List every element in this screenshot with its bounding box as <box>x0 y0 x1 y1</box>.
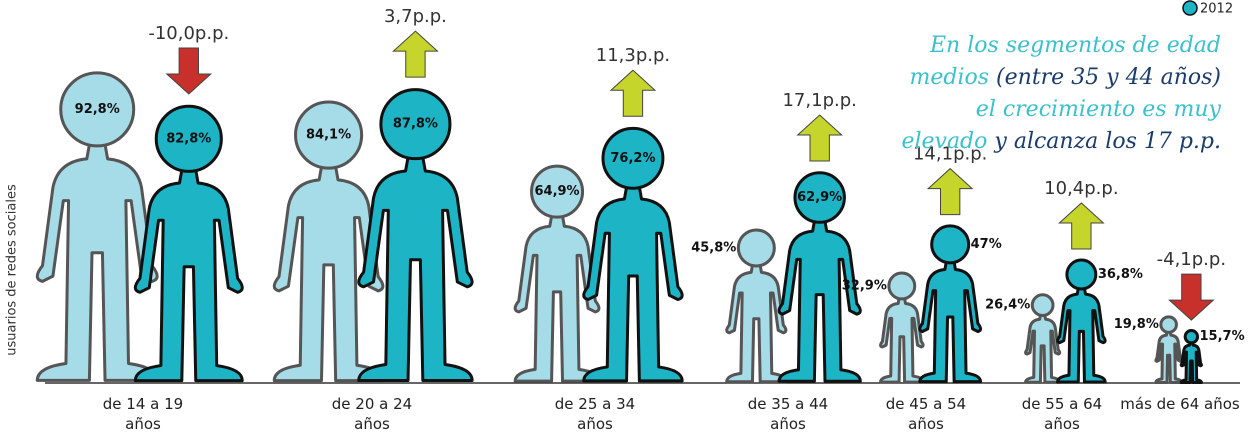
annotation-part: y <box>994 129 1007 154</box>
x-tick-label: de 14 a 19 años <box>102 395 184 433</box>
legend-label: 2012 <box>1200 2 1233 17</box>
x-tick-label: de 45 a 54 años <box>885 395 967 433</box>
person-body <box>1026 315 1060 382</box>
value-label: 36,8% <box>1098 267 1143 282</box>
person-body <box>881 298 924 382</box>
legend-swatch <box>1182 0 1198 16</box>
change-label: 14,1p.p. <box>913 144 987 165</box>
person-body <box>515 216 599 381</box>
person-figure <box>359 90 472 381</box>
person-body <box>1181 343 1201 383</box>
change-label: 10,4p.p. <box>1044 178 1118 199</box>
x-tick-label: más de 64 años <box>1120 395 1240 413</box>
person-head <box>889 273 915 299</box>
annotation-part: alcanza los 17 p.p. <box>1013 129 1221 154</box>
person-head <box>932 226 969 263</box>
person-head <box>1032 295 1053 316</box>
annotation: En los segmentos de edad medios (entre 3… <box>891 30 1221 158</box>
annotation-part: el crecimiento es muy elevado <box>901 97 1221 154</box>
person-head <box>1067 260 1096 289</box>
person-head <box>381 90 450 159</box>
value-label: 87,8% <box>393 117 438 132</box>
annotation-part: (entre 35 y 44 años) <box>996 65 1221 90</box>
person-head <box>61 73 134 146</box>
value-label: 62,9% <box>797 190 842 205</box>
x-tick-label: de 20 a 24 años <box>331 395 413 433</box>
annotation-part: En los segmentos de edad medios <box>909 33 1222 90</box>
value-label: 32,9% <box>842 278 887 293</box>
change-label: 11,3p.p. <box>596 45 670 66</box>
person-head <box>1161 317 1177 333</box>
person-figure <box>779 173 860 381</box>
person-figure <box>1156 317 1182 383</box>
value-label: 64,9% <box>534 184 579 199</box>
person-head <box>738 230 774 266</box>
person-figure <box>920 226 981 382</box>
person-figure <box>881 273 924 382</box>
value-label: 84,1% <box>306 128 351 143</box>
person-figure <box>1026 295 1060 382</box>
person-figure <box>1181 331 1201 383</box>
person-body <box>779 221 860 381</box>
change-label: -10,0p.p. <box>148 23 229 44</box>
person-body <box>274 167 383 381</box>
arrow-up <box>1058 202 1105 250</box>
person-body <box>584 187 682 381</box>
person-figure <box>584 128 682 381</box>
arrow-down <box>1168 273 1215 321</box>
change-label: 17,1p.p. <box>782 90 856 111</box>
person-head <box>296 102 362 168</box>
value-label: 76,2% <box>610 151 655 166</box>
arrow-up <box>609 69 657 117</box>
value-label: 19,8% <box>1114 317 1159 332</box>
person-body <box>135 170 242 380</box>
x-tick-label: de 35 a 44 años <box>747 395 829 433</box>
change-label: -4,1p.p. <box>1157 249 1226 270</box>
arrow-up <box>392 30 439 78</box>
value-label: 26,4% <box>985 298 1030 313</box>
person-head <box>795 173 844 222</box>
person-body <box>1156 332 1182 382</box>
person-body <box>359 157 472 380</box>
arrow-up <box>926 167 974 216</box>
person-body <box>1058 288 1106 382</box>
person-figure <box>274 102 383 381</box>
y-axis-label: usuarios de redes sociales <box>5 184 20 356</box>
person-figure <box>37 73 157 381</box>
arrow-down <box>165 47 213 95</box>
person-body <box>920 262 981 381</box>
arrow-up <box>796 114 843 162</box>
value-label: 45,8% <box>691 240 736 255</box>
person-figure <box>1058 260 1106 382</box>
person-head <box>532 166 583 217</box>
person-body <box>727 265 786 381</box>
value-label: 92,8% <box>75 102 120 117</box>
person-body <box>37 145 157 381</box>
person-head <box>156 106 221 171</box>
person-figure <box>135 106 242 380</box>
person-figure <box>727 230 786 382</box>
x-tick-label: de 55 a 64 años <box>1021 395 1103 433</box>
x-tick-label: de 25 a 34 años <box>554 395 636 433</box>
person-head <box>603 128 663 188</box>
person-figure <box>515 166 599 381</box>
value-label: 47% <box>971 237 1002 252</box>
person-head <box>1185 331 1197 343</box>
value-label: 82,8% <box>166 131 211 146</box>
change-label: 3,7p.p. <box>384 6 447 27</box>
value-label: 15,7% <box>1200 329 1245 344</box>
